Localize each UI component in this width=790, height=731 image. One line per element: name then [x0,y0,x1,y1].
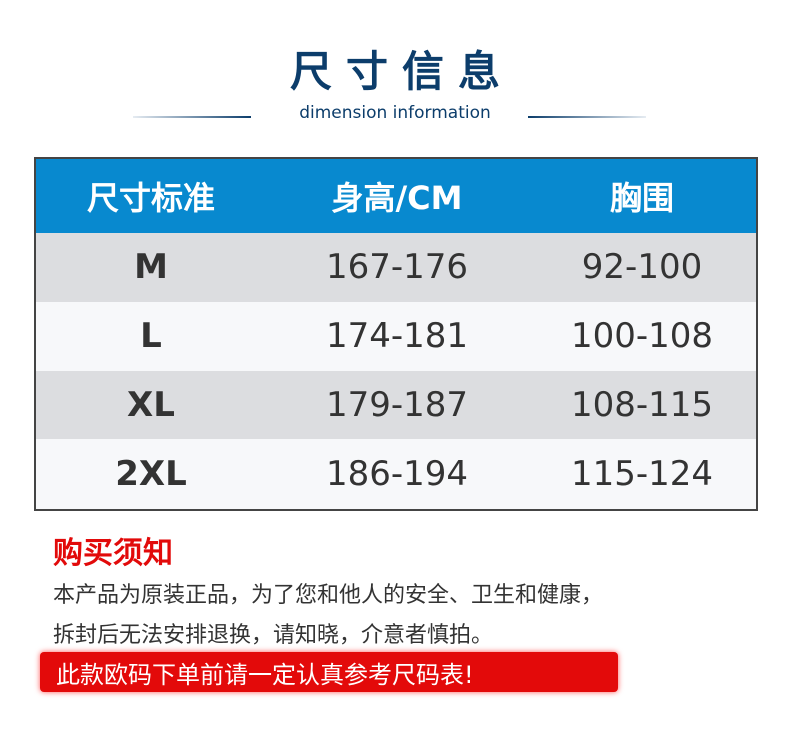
height-cell: 167-176 [266,233,528,302]
notice-line: 本产品为原装正品，为了您和他人的安全、卫生和健康， [53,583,604,608]
size-cell: L [35,301,266,371]
page-title: 尺寸信息 [289,47,514,96]
size-cell: 2XL [35,439,266,510]
column-header: 胸围 [528,158,757,233]
notice-line: 拆封后无法安排退换，请知晓，介意者慎拍。 [53,623,494,648]
divider-right [528,116,646,118]
notice-title: 购买须知 [53,536,173,571]
chest-cell: 92-100 [528,233,757,302]
size-table: 尺寸标准 身高/CM 胸围 M 167-176 92-100 L 174-181… [34,157,758,511]
table-row: 2XL 186-194 115-124 [35,439,757,510]
divider-left [133,116,251,118]
column-header: 尺寸标准 [35,158,266,233]
table-row: XL 179-187 108-115 [35,370,757,440]
table-row: M 167-176 92-100 [35,233,757,302]
size-cell: M [35,233,266,302]
height-cell: 186-194 [266,439,528,510]
table-row: L 174-181 100-108 [35,301,757,371]
warning-banner-text: 此款欧码下单前请一定认真参考尺码表! [56,661,474,689]
height-cell: 179-187 [266,370,528,440]
size-cell: XL [35,370,266,440]
chest-cell: 108-115 [528,370,757,440]
warning-banner-background [40,652,618,692]
chest-cell: 115-124 [528,439,757,510]
chest-cell: 100-108 [528,301,757,371]
column-header: 身高/CM [266,158,528,233]
table-header: 尺寸标准 身高/CM 胸围 [35,158,757,233]
page-subtitle: dimension information [299,103,491,123]
height-cell: 174-181 [266,301,528,371]
